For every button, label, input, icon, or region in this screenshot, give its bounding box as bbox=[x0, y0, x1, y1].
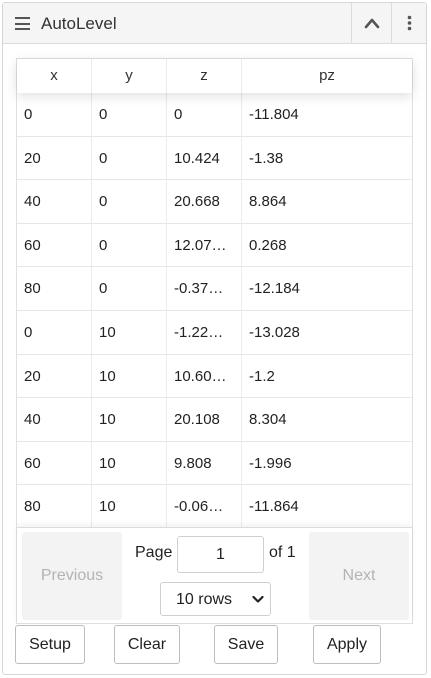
autolevel-widget: AutoLevel x y z pz 0 0 0 -11.804 20 0 10.424 -1… bbox=[2, 2, 427, 675]
clear-button[interactable]: Clear bbox=[114, 625, 180, 664]
cell-z: 20.108 bbox=[167, 398, 242, 441]
cell-x: 80 bbox=[17, 485, 92, 528]
cell-z: 10.424 bbox=[167, 136, 242, 180]
next-page-button[interactable]: Next bbox=[309, 532, 409, 620]
cell-pz: 8.864 bbox=[249, 193, 287, 211]
cell-z: -1.22… bbox=[167, 310, 242, 354]
pagination-bar: Previous Page of 1 10 rows Next bbox=[17, 527, 412, 623]
table-row[interactable]: 40 0 20.668 8.864 bbox=[17, 180, 412, 224]
cell-y: 0 bbox=[92, 93, 167, 136]
table-row[interactable]: 20 0 10.424 -1.38 bbox=[17, 136, 412, 181]
cell-x: 0 bbox=[17, 310, 92, 354]
table-header: x y z pz bbox=[17, 59, 412, 93]
cell-x: 60 bbox=[17, 223, 92, 267]
cell-x: 40 bbox=[17, 180, 92, 223]
cell-pz: -11.804 bbox=[249, 106, 299, 123]
chevron-up-icon bbox=[364, 18, 380, 29]
cell-pz: 0.268 bbox=[249, 236, 287, 254]
cell-y: 0 bbox=[92, 267, 167, 310]
cell-x: 20 bbox=[17, 354, 92, 398]
cell-pz: 8.304 bbox=[249, 411, 287, 429]
cell-y: 0 bbox=[92, 180, 167, 223]
page-count-label: of 1 bbox=[269, 544, 296, 561]
cell-pz: -12.184 bbox=[249, 280, 300, 298]
column-header-x[interactable]: x bbox=[17, 59, 92, 93]
previous-page-button[interactable]: Previous bbox=[22, 532, 122, 620]
cell-z: 20.668 bbox=[167, 180, 242, 223]
table-row[interactable]: 80 10 -0.06… -11.864 bbox=[17, 485, 412, 529]
chevron-down-icon bbox=[252, 595, 264, 603]
cell-z: 12.07… bbox=[167, 223, 242, 267]
cell-x: 20 bbox=[17, 136, 92, 180]
widget-header: AutoLevel bbox=[3, 3, 426, 44]
probe-table: x y z pz 0 0 0 -11.804 20 0 10.424 -1.38 40 0 20.6… bbox=[16, 58, 413, 624]
table-row[interactable]: 60 10 9.808 -1.996 bbox=[17, 441, 412, 486]
page-number-input[interactable] bbox=[177, 536, 264, 573]
collapse-button[interactable] bbox=[351, 3, 392, 44]
save-button[interactable]: Save bbox=[214, 625, 278, 664]
table-row[interactable]: 0 10 -1.22… -13.028 bbox=[17, 310, 412, 355]
cell-x: 0 bbox=[17, 93, 92, 136]
cell-y: 10 bbox=[92, 485, 167, 528]
more-options-button[interactable] bbox=[394, 3, 426, 44]
cell-z: 0 bbox=[167, 93, 242, 136]
action-bar: Setup Clear Save Apply bbox=[3, 621, 426, 666]
table-row[interactable]: 0 0 0 -11.804 bbox=[17, 93, 412, 137]
cell-z: -0.06… bbox=[167, 485, 242, 528]
page-label: Page bbox=[135, 544, 173, 561]
table-row[interactable]: 20 10 10.60… -1.2 bbox=[17, 354, 412, 399]
cell-y: 10 bbox=[92, 354, 167, 398]
cell-pz: -11.864 bbox=[249, 498, 299, 516]
table-row[interactable]: 40 10 20.108 8.304 bbox=[17, 398, 412, 442]
cell-y: 0 bbox=[92, 223, 167, 267]
table-body: 0 0 0 -11.804 20 0 10.424 -1.38 40 0 20.668 8.864 60… bbox=[17, 93, 412, 529]
cell-pz: -13.028 bbox=[249, 323, 300, 341]
cell-x: 80 bbox=[17, 267, 92, 310]
column-header-pz[interactable]: pz bbox=[319, 67, 335, 84]
setup-button[interactable]: Setup bbox=[15, 625, 85, 664]
widget-title: AutoLevel bbox=[41, 14, 117, 33]
cell-z: -0.37… bbox=[167, 267, 242, 310]
rows-per-page-value: 10 rows bbox=[176, 591, 233, 608]
column-header-z[interactable]: z bbox=[167, 59, 242, 93]
kebab-vertical-icon bbox=[407, 15, 412, 31]
cell-z: 10.60… bbox=[167, 354, 242, 398]
cell-y: 10 bbox=[92, 441, 167, 485]
rows-per-page-select[interactable]: 10 rows bbox=[160, 582, 271, 616]
cell-z: 9.808 bbox=[167, 441, 242, 485]
cell-pz: -1.996 bbox=[249, 454, 292, 472]
cell-y: 10 bbox=[92, 398, 167, 441]
apply-button[interactable]: Apply bbox=[313, 625, 381, 664]
cell-y: 0 bbox=[92, 136, 167, 180]
cell-pz: -1.38 bbox=[249, 149, 284, 167]
hamburger-icon[interactable] bbox=[15, 17, 30, 30]
cell-y: 10 bbox=[92, 310, 167, 354]
cell-x: 60 bbox=[17, 441, 92, 485]
cell-x: 40 bbox=[17, 398, 92, 441]
cell-pz: -1.2 bbox=[249, 367, 275, 385]
column-header-y[interactable]: y bbox=[92, 59, 167, 93]
table-row[interactable]: 80 0 -0.37… -12.184 bbox=[17, 267, 412, 311]
table-row[interactable]: 60 0 12.07… 0.268 bbox=[17, 223, 412, 268]
